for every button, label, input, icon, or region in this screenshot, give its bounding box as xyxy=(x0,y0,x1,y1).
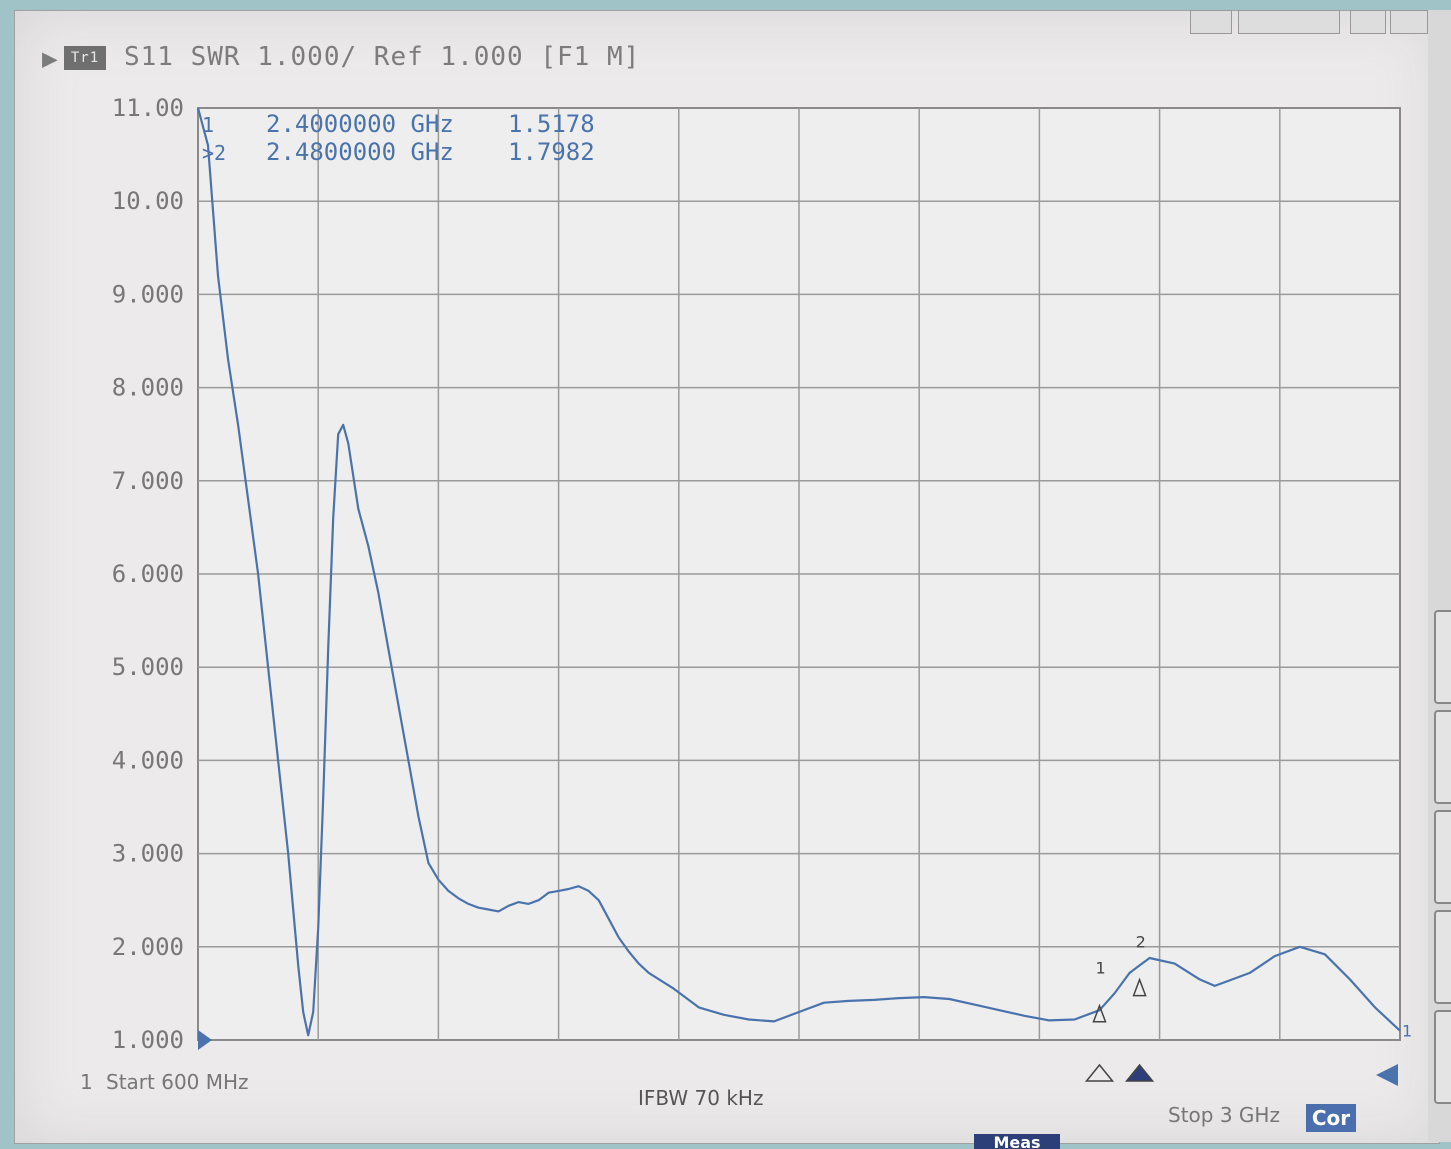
y-tick-label: 11.00 xyxy=(112,94,184,122)
marker-table-frequency: 2.4000000 GHz xyxy=(266,110,454,138)
marker-table-value: 1.7982 xyxy=(508,138,595,166)
y-tick-label: 9.000 xyxy=(112,280,184,308)
y-tick-label: 10.00 xyxy=(112,187,184,215)
y-tick-label: 4.000 xyxy=(112,746,184,774)
marker-table-frequency: 2.4800000 GHz xyxy=(266,138,454,166)
y-tick-label: 3.000 xyxy=(112,840,184,868)
trace-channel-badge[interactable]: Tr1 xyxy=(64,46,106,70)
trace-title: S11 SWR 1.000/ Ref 1.000 [F1 M] xyxy=(124,42,641,72)
marker-table-id: 1 xyxy=(202,113,214,137)
trace-end-label: 1 xyxy=(1402,1022,1412,1041)
bottom-marker-icon xyxy=(1084,1063,1115,1082)
y-axis-ticks: 11.00 10.00 9.000 8.000 7.000 6.000 5.000 4.000… xyxy=(112,94,1398,1086)
softkey-button[interactable] xyxy=(1434,1010,1451,1104)
chart-grid xyxy=(197,107,1401,1041)
correction-badge[interactable]: Cor xyxy=(1306,1104,1356,1132)
trace-layer: 1 xyxy=(196,107,1412,1041)
y-tick-label: 5.000 xyxy=(112,653,184,681)
y-tick-label: 2.000 xyxy=(112,933,184,961)
top-toolbar-strip xyxy=(1190,10,1430,36)
marker-table-id: >2 xyxy=(202,141,226,165)
trace-title-bar: ▶ Tr1 S11 SWR 1.000/ Ref 1.000 [F1 M] xyxy=(20,32,1428,82)
y-tick-label: 8.000 xyxy=(112,374,184,402)
toolbar-button[interactable] xyxy=(1350,10,1386,34)
meas-tab[interactable]: Meas xyxy=(974,1134,1060,1149)
toolbar-button[interactable] xyxy=(1238,10,1340,34)
softkey-button[interactable] xyxy=(1434,810,1451,904)
marker-triangle-icon xyxy=(1092,1003,1107,1023)
toolbar-button[interactable] xyxy=(1190,10,1232,34)
marker-table-value: 1.5178 xyxy=(508,110,595,138)
softkey-panel xyxy=(1428,10,1451,1142)
marker-label: 2 xyxy=(1136,933,1146,952)
marker-table: 1 2.4000000 GHz 1.5178 >2 2.4800000 GHz 1.798… xyxy=(202,110,595,166)
softkey-button[interactable] xyxy=(1434,610,1451,704)
y-tick-label: 1.000 xyxy=(112,1026,184,1054)
active-trace-arrow-icon: ▶ xyxy=(42,44,59,74)
toolbar-button[interactable] xyxy=(1390,10,1428,34)
softkey-button[interactable] xyxy=(1434,710,1451,804)
reference-arrow-icon xyxy=(198,1030,212,1050)
stop-arrow-icon xyxy=(1376,1064,1398,1086)
y-tick-label: 7.000 xyxy=(112,467,184,495)
swr-trace xyxy=(196,107,1401,1037)
marker-triangle-icon xyxy=(1132,977,1147,997)
marker-layer: 12 xyxy=(1084,933,1155,1082)
softkey-button[interactable] xyxy=(1434,910,1451,1004)
y-tick-label: 6.000 xyxy=(112,560,184,588)
bottom-marker-icon xyxy=(1124,1063,1155,1082)
marker-label: 1 xyxy=(1096,959,1106,978)
